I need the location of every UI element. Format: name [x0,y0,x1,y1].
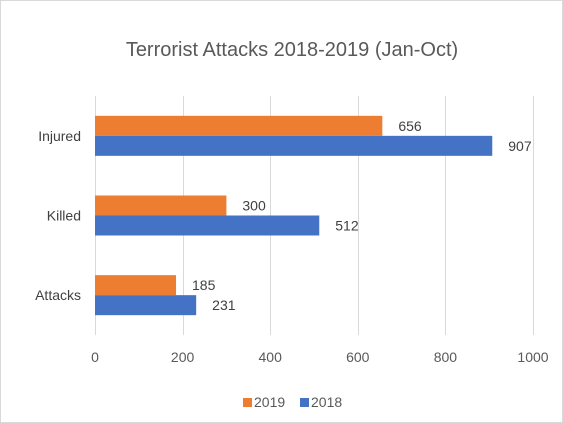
category-label: Attacks [35,287,81,303]
x-tick-label: 800 [434,349,458,365]
category-labels: Injured Killed Attacks [35,128,81,303]
category-label: Killed [47,208,81,224]
x-tick-label: 400 [259,349,283,365]
x-axis-ticks: 0 200 400 600 800 1000 [91,349,549,365]
bar-2019-attacks [95,275,177,296]
bar-2018-attacks [95,295,197,316]
legend-swatch-2019 [243,398,252,407]
category-label: Injured [38,128,81,144]
x-tick-label: 200 [171,349,195,365]
data-label: 185 [192,277,216,293]
bars [95,115,493,316]
legend-label: 2019 [254,394,285,410]
chart-title: Terrorist Attacks 2018-2019 (Jan-Oct) [126,39,458,61]
bar-2018-injured [95,135,493,156]
data-label: 300 [242,198,266,214]
legend-label: 2018 [311,394,342,410]
x-tick-label: 1000 [517,349,548,365]
bar-2019-injured [95,115,383,136]
data-label: 231 [212,297,236,313]
legend-swatch-2018 [300,398,309,407]
data-labels: 656 907 300 512 185 231 [192,118,532,313]
data-label: 512 [335,218,359,234]
data-label: 656 [398,118,422,134]
x-tick-label: 0 [91,349,99,365]
x-tick-label: 600 [346,349,370,365]
data-label: 907 [508,138,532,154]
legend: 2019 2018 [243,394,342,410]
bar-2018-killed [95,215,320,236]
bar-2019-killed [95,195,227,216]
